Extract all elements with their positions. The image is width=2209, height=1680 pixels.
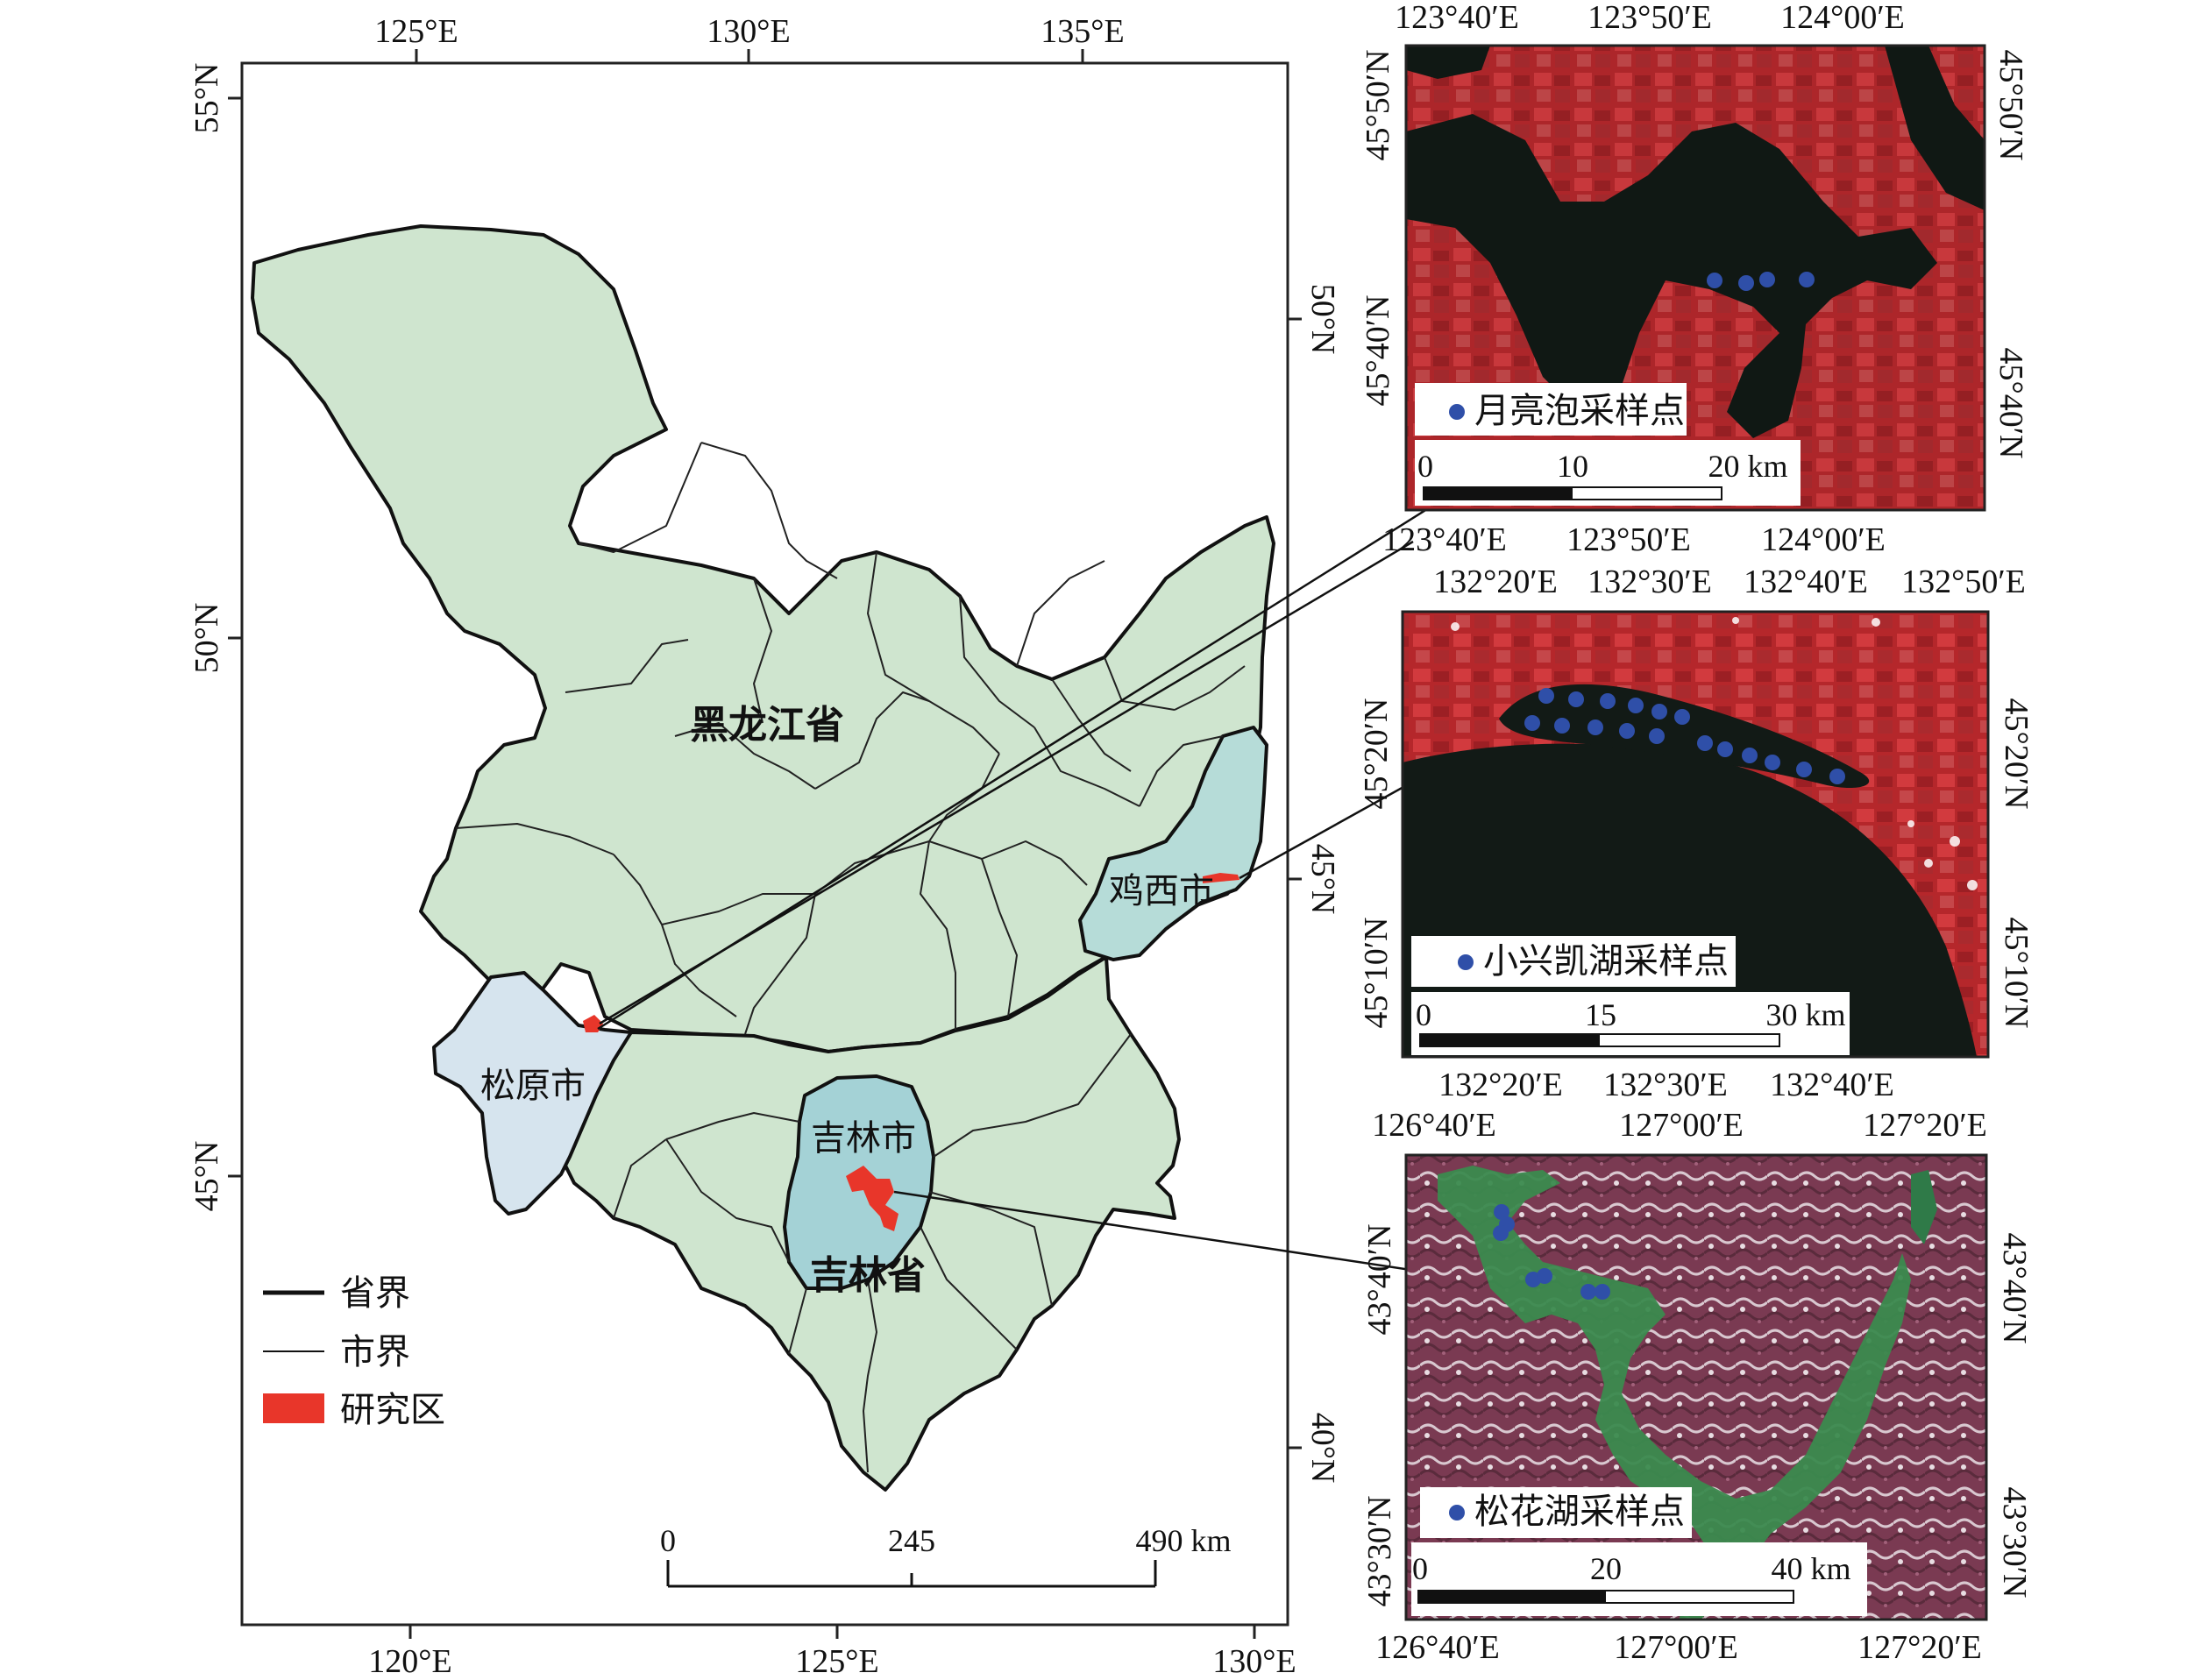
songhua-left-lat-2: 43°30′N xyxy=(1361,1496,1398,1607)
yueliangpao-scale-0: 0 xyxy=(1417,449,1433,484)
yueliangpao-left-lat-2: 45°40′N xyxy=(1360,295,1396,407)
songhua-right-lat-2: 43°30′N xyxy=(1996,1487,2033,1598)
songhua-top-lon-3: 127°20′E xyxy=(1863,1107,1987,1144)
yueliangpao-sample-points xyxy=(1707,272,1815,291)
yueliangpao-top-lon-2: 123°50′E xyxy=(1587,0,1712,36)
yueliangpao-legend-label: 月亮泡采样点 xyxy=(1474,391,1685,431)
xiaoxingkai-left-lat-2: 45°10′N xyxy=(1358,918,1395,1029)
xiaoxingkai-bottom-lon-1: 132°20′E xyxy=(1438,1067,1563,1103)
study-area-songhua xyxy=(846,1166,899,1231)
songhua-lake xyxy=(1438,1166,1911,1620)
songhua-sample-points xyxy=(1493,1204,1610,1300)
main-bottom-lon-1: 120°E xyxy=(368,1643,451,1680)
main-top-lon-2: 130°E xyxy=(707,13,790,50)
main-scale-490: 490 km xyxy=(1135,1523,1231,1558)
songhua-top-lon-1: 126°40′E xyxy=(1372,1107,1496,1144)
study-areas xyxy=(583,873,1239,1231)
songhua-bottom-lon-3: 127°20′E xyxy=(1857,1629,1982,1666)
songhua-scale-20: 20 xyxy=(1590,1551,1622,1586)
xiaoxingkai-scale-15: 15 xyxy=(1585,997,1616,1032)
main-map-legend: 省界 市界 研究区 xyxy=(263,1273,445,1430)
xiaoxingkai-legend-label: 小兴凯湖采样点 xyxy=(1483,941,1729,982)
yueliangpao-water xyxy=(1406,114,1937,438)
songhua-left-lat-1: 43°40′N xyxy=(1361,1224,1398,1336)
yueliangpao-legend-dot xyxy=(1449,404,1465,420)
xiaoxingkai-top-lon-2: 132°30′E xyxy=(1587,564,1712,600)
xiaoxingkai-top-lon-4: 132°50′E xyxy=(1901,564,2026,600)
songhua-legend-dot xyxy=(1449,1505,1465,1521)
main-bottom-lon-2: 125°E xyxy=(795,1643,878,1680)
yueliangpao-top-lon-1: 123°40′E xyxy=(1395,0,1519,36)
legend-study-area-swatch xyxy=(263,1393,324,1423)
main-bottom-lon-3: 130°E xyxy=(1212,1643,1296,1680)
yueliangpao-scale-10: 10 xyxy=(1557,449,1588,484)
xiaoxingkai-bottom-lon-3: 132°40′E xyxy=(1770,1067,1894,1103)
label-heilongjiang: 黑龙江省 xyxy=(690,703,844,748)
main-scale-0: 0 xyxy=(660,1523,676,1558)
xiaoxingkai-left-lat-1: 45°20′N xyxy=(1358,698,1395,810)
songhua-bottom-lon-2: 127°00′E xyxy=(1614,1629,1738,1666)
study-area-xingkai xyxy=(1203,873,1239,883)
legend-study-area-label: 研究区 xyxy=(340,1390,445,1430)
xiaoxingkai-right-lat-1: 45°20′N xyxy=(1998,698,2035,810)
main-left-lat-3: 45°N xyxy=(188,1141,225,1212)
xiaoxingkai-top-lon-1: 132°20′E xyxy=(1433,564,1558,600)
xiaoxingkai-bottom-lon-2: 132°30′E xyxy=(1603,1067,1728,1103)
xiaoxingkai-legend-dot xyxy=(1458,954,1474,970)
yueliangpao-scale-20: 20 km xyxy=(1708,449,1787,484)
main-left-lat-2: 50°N xyxy=(188,603,225,674)
legend-city-label: 市界 xyxy=(340,1332,410,1372)
main-map: 125°E 130°E 135°E 120°E 125°E 130°E 55°N… xyxy=(188,13,1341,1680)
songhua-scale-0: 0 xyxy=(1412,1551,1428,1586)
yueliangpao-bottom-lon-3: 124°00′E xyxy=(1761,521,1886,558)
songhua-top-lon-2: 127°00′E xyxy=(1619,1107,1744,1144)
main-right-lat-1: 50°N xyxy=(1304,284,1341,355)
main-left-lat-1: 55°N xyxy=(188,63,225,134)
inset-xiaoxingkai: 小兴凯湖采样点 0 15 30 km 132°20′E 132°30′E 132… xyxy=(1358,564,2035,1103)
inset-yueliangpao: 月亮泡采样点 0 10 20 km 123°40′E 123°50′E 124°… xyxy=(1360,0,2029,558)
label-jilin-city: 吉林市 xyxy=(811,1118,916,1159)
xiaoxingkai-scale-30: 30 km xyxy=(1765,997,1845,1032)
yueliangpao-left-lat-1: 45°50′N xyxy=(1360,50,1396,161)
xiaoxingkai-top-lon-3: 132°40′E xyxy=(1744,564,1868,600)
yueliangpao-top-lon-3: 124°00′E xyxy=(1780,0,1905,36)
label-jilin-province: 吉林省 xyxy=(810,1253,926,1298)
songhua-right-lat-1: 43°40′N xyxy=(1996,1233,2033,1344)
main-right-lat-2: 45°N xyxy=(1304,844,1341,915)
yueliangpao-right-lat-1: 45°50′N xyxy=(1992,50,2029,161)
main-map-ticks xyxy=(228,49,1302,1639)
songhua-legend-label: 松花湖采样点 xyxy=(1474,1492,1685,1532)
xiaoxingkai-sample-points xyxy=(1524,688,1845,784)
yueliangpao-bottom-lon-2: 123°50′E xyxy=(1566,521,1691,558)
legend-province-label: 省界 xyxy=(340,1273,410,1314)
yueliangpao-right-lat-2: 45°40′N xyxy=(1992,348,2029,459)
songyuan-city xyxy=(432,971,633,1216)
main-top-lon-1: 125°E xyxy=(374,13,458,50)
main-map-scalebar: 0 245 490 km xyxy=(660,1523,1232,1588)
main-scale-245: 245 xyxy=(888,1523,935,1558)
label-songyuan: 松原市 xyxy=(480,1066,586,1106)
xiaoxingkai-right-lat-2: 45°10′N xyxy=(1998,918,2035,1029)
label-jixi: 鸡西市 xyxy=(1109,871,1214,911)
songhua-scale-40: 40 km xyxy=(1771,1551,1850,1586)
yueliangpao-bottom-lon-1: 123°40′E xyxy=(1382,521,1507,558)
main-right-lat-3: 40°N xyxy=(1304,1413,1341,1484)
songhua-bottom-lon-1: 126°40′E xyxy=(1375,1629,1500,1666)
jixi-city xyxy=(1078,726,1268,961)
main-top-lon-3: 135°E xyxy=(1041,13,1124,50)
xiaoxingkai-scale-0: 0 xyxy=(1416,997,1431,1032)
inset-songhua: 松花湖采样点 0 20 40 km 126°40′E 127°00′E 127°… xyxy=(1361,1107,2033,1666)
